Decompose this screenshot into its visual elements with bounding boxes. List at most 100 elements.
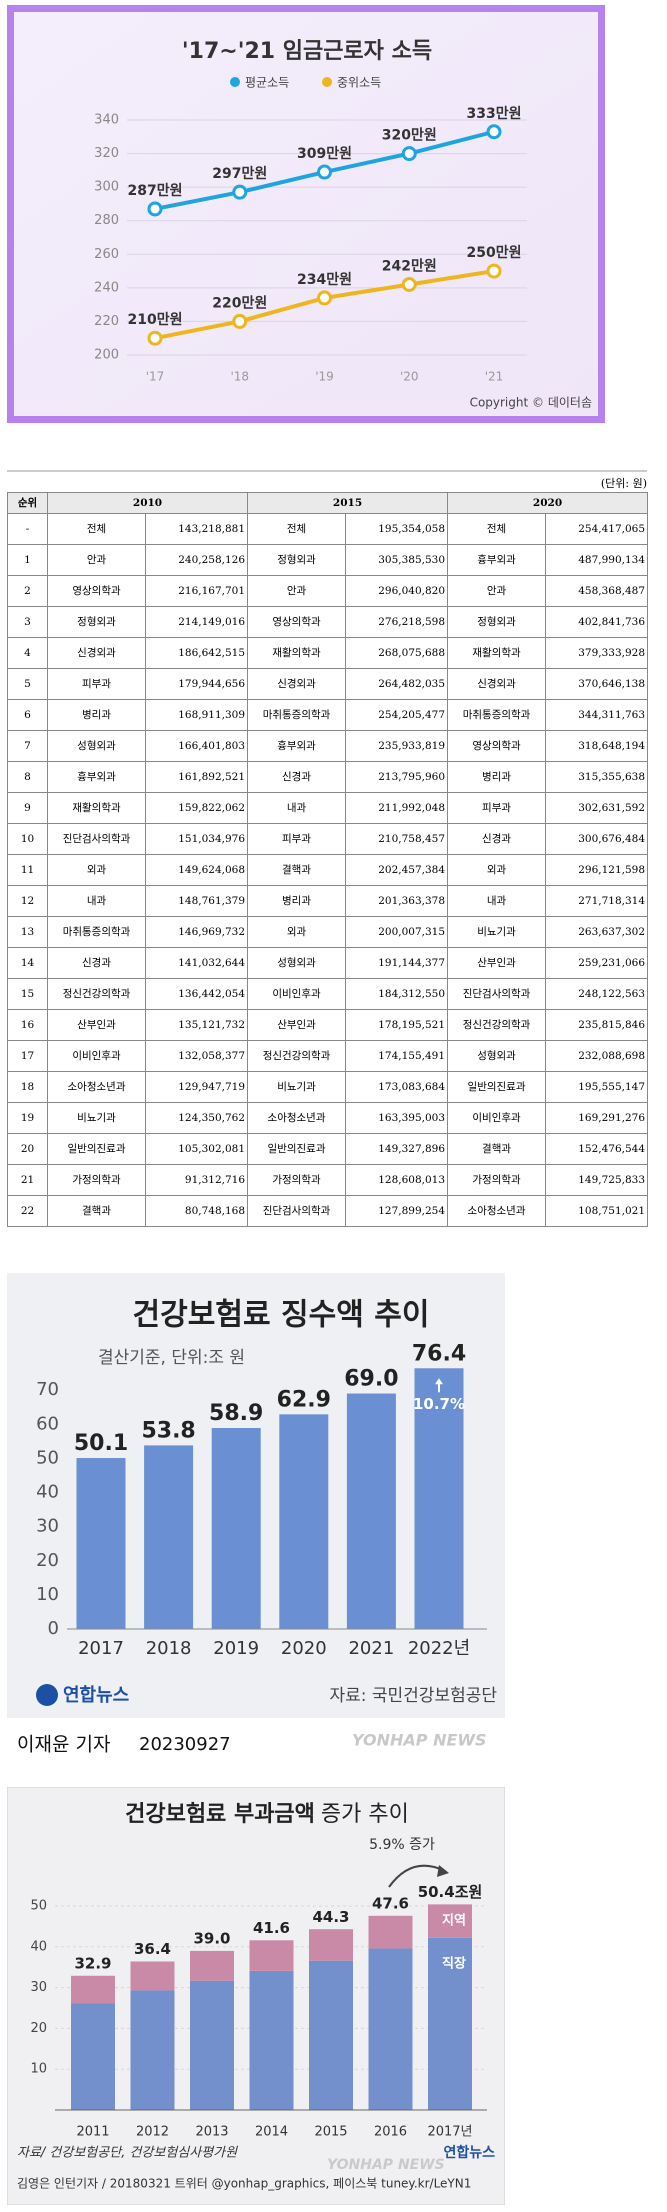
rank-cell: 8 [7, 761, 48, 793]
bar-segment [190, 1980, 234, 2110]
header-row: 순위 2010 2015 2020 [7, 492, 649, 514]
amount-cell: 195,555,147 [545, 1071, 649, 1103]
bar-segment [309, 1929, 353, 1961]
rank-cell: 20 [7, 1133, 48, 1165]
logo: 연합뉴스 [63, 1684, 129, 1706]
table-row: 5 피부과 179,944,656 신경외과 264,482,035 신경외과 370,64… [7, 668, 649, 700]
amount-cell: 148,761,379 [144, 885, 249, 917]
table-row: 14 신경과 141,032,644 성형외과 191,144,377 산부인과 259,2… [7, 947, 649, 979]
bar [414, 1368, 464, 1629]
amount-cell: 179,944,656 [144, 668, 249, 700]
amount-cell: 159,822,062 [144, 792, 249, 824]
amount-cell: 271,718,314 [545, 885, 649, 917]
rank-cell: 1 [7, 544, 48, 576]
amount-cell: 129,947,719 [144, 1071, 249, 1103]
amount-cell: 136,442,054 [144, 978, 249, 1010]
dept-cell: 비뇨기과 [247, 1071, 347, 1103]
amount-cell: 235,815,846 [545, 1009, 649, 1041]
bar-segment [71, 2003, 115, 2110]
watermark: YONHAP NEWS [327, 2157, 445, 2173]
bar [346, 1393, 396, 1629]
dept-cell: 일반의진료과 [47, 1133, 146, 1165]
header-cell: 2010 [46, 492, 249, 514]
logo-icon [36, 1684, 58, 1706]
header-cell: 2015 [247, 492, 449, 514]
rank-cell: 5 [7, 668, 48, 700]
dept-cell: 전체 [447, 513, 547, 545]
bar-segment [249, 1940, 294, 1971]
rank-cell: 16 [7, 1009, 48, 1041]
amount-cell: 379,333,928 [545, 637, 649, 669]
dept-cell: 피부과 [47, 668, 146, 700]
amount-cell: 80,748,168 [144, 1195, 249, 1227]
dept-cell: 정형외과 [47, 606, 146, 638]
dept-cell: 재활의학과 [47, 792, 146, 824]
rank-cell: 14 [7, 947, 48, 979]
amount-cell: 487,990,134 [545, 544, 649, 576]
dept-cell: 신경과 [47, 947, 146, 979]
amount-cell: 302,631,592 [545, 792, 649, 824]
dept-cell: 내과 [247, 792, 347, 824]
date: 20230927 [139, 1734, 231, 1755]
value-label: 250만원 [467, 245, 522, 261]
point [401, 146, 417, 162]
total-label: 39.0 [193, 1929, 230, 1947]
dept-cell: 정신건강의학과 [247, 1040, 347, 1072]
dept-cell: 전체 [247, 513, 347, 545]
point [317, 290, 332, 306]
source: 자료/ 건강보험공단, 건강보험심사평가원 [17, 2146, 238, 2161]
amount-cell: 151,034,976 [144, 823, 249, 855]
amount-cell: 344,311,763 [545, 699, 649, 731]
value-label: 333만원 [467, 106, 522, 122]
amount-cell: 254,417,065 [545, 513, 649, 545]
bar-segment [190, 1950, 234, 1981]
table-row: 22 결핵과 80,748,168 진단검사의학과 127,899,254 소아청소년과 1… [7, 1195, 649, 1227]
dept-cell: 안과 [447, 575, 547, 607]
y-tick-label: 70 [36, 1379, 59, 1400]
amount-cell: 178,195,521 [345, 1009, 449, 1041]
dept-cell: 가정의학과 [447, 1164, 547, 1196]
rank-cell: 6 [7, 699, 48, 731]
y-tick-label: 10 [36, 1584, 59, 1605]
table-row: 9 재활의학과 159,822,062 내과 211,992,048 피부과 302,631… [7, 792, 649, 824]
dept-cell: 이비인후과 [47, 1040, 146, 1072]
x-tick-label: '20 [400, 370, 419, 384]
x-tick-label: 2021 [348, 1638, 394, 1659]
rank-cell: 2 [7, 575, 48, 607]
rank-cell: 19 [7, 1102, 48, 1134]
value-label: 53.8 [141, 1418, 195, 1443]
amount-cell: 458,368,487 [545, 575, 649, 607]
bar-segment [368, 1948, 413, 2110]
dept-cell: 성형외과 [47, 730, 146, 762]
table-row: 18 소아청소년과 129,947,719 비뇨기과 173,083,684 일반의진료과… [7, 1071, 649, 1103]
amount-cell: 300,676,484 [545, 823, 649, 855]
dept-cell: 정신건강의학과 [447, 1009, 547, 1041]
rank-cell: 22 [7, 1195, 48, 1227]
dept-cell: 일반의진료과 [447, 1071, 547, 1103]
reporter: 이재윤 기자 [17, 1734, 110, 1756]
annotation-arrow-head [435, 1378, 443, 1385]
annotation: 5.9% 증가 [369, 1837, 435, 1853]
table-row: 11 외과 149,624,068 결핵과 202,457,384 외과 296,121,5… [7, 854, 649, 886]
amount-cell: 174,155,491 [345, 1040, 449, 1072]
amount-cell: 254,205,477 [345, 699, 449, 731]
point [486, 263, 502, 279]
dept-cell: 산부인과 [47, 1009, 146, 1041]
y-tick-label: 60 [36, 1413, 59, 1434]
bar-segment [368, 1915, 413, 1949]
amount-cell: 268,075,688 [345, 637, 449, 669]
dept-cell: 신경과 [247, 761, 347, 793]
dept-cell: 신경외과 [247, 668, 347, 700]
dept-cell: 결핵과 [447, 1133, 547, 1165]
x-tick-label: 2020 [281, 1638, 327, 1659]
x-tick-label: 2018 [146, 1638, 192, 1659]
amount-cell: 127,899,254 [345, 1195, 449, 1227]
value-label: 320만원 [382, 128, 437, 144]
amount-cell: 202,457,384 [345, 854, 449, 886]
dept-cell: 마취통증의학과 [47, 916, 146, 948]
value-label: 76.4 [412, 1341, 466, 1366]
amount-cell: 213,795,960 [345, 761, 449, 793]
bar-segment [130, 1961, 175, 1991]
amount-cell: 152,476,544 [545, 1133, 649, 1165]
bar-segment [249, 1970, 294, 2110]
